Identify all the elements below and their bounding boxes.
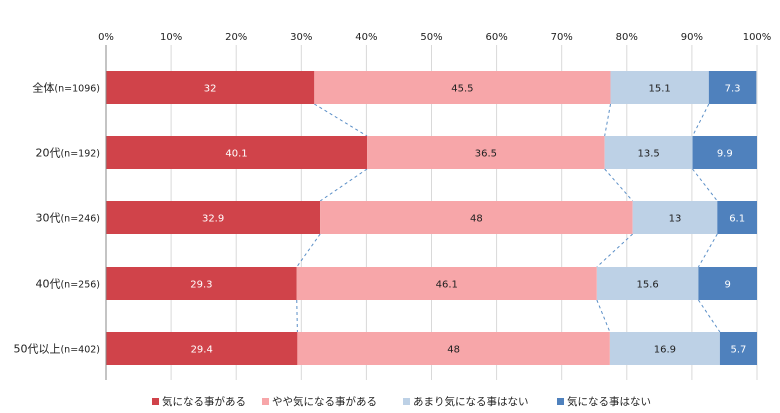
legend-swatch (403, 398, 410, 405)
x-tick-label: 20% (225, 32, 247, 43)
y-tick-label: 50代以上(n=402) (13, 343, 100, 356)
bar-segment (106, 136, 368, 169)
legend-swatch (557, 398, 564, 405)
data-label: 15.6 (636, 280, 658, 291)
bar-segment (314, 71, 611, 104)
bar-segment (632, 201, 718, 234)
connector-line (604, 103, 612, 137)
x-tick-label: 90% (681, 32, 703, 43)
legend-label: 気になる事はない (567, 395, 651, 408)
data-label: 45.5 (451, 84, 473, 95)
x-tick-label: 70% (551, 32, 573, 43)
data-label: 15.1 (649, 84, 671, 95)
x-tick-label: 100% (743, 32, 772, 43)
connector-line (692, 103, 710, 137)
connector-line (697, 233, 718, 268)
data-label: 46.1 (436, 280, 458, 291)
data-label: 36.5 (475, 149, 497, 160)
legend-label: やや気になる事がある (272, 395, 377, 408)
data-label: 13 (669, 214, 682, 225)
connector-line (319, 168, 368, 202)
bar-segment (610, 71, 709, 104)
series-connector-lines (296, 103, 721, 333)
connector-line (296, 233, 321, 268)
bar-segment (367, 136, 605, 169)
data-label: 29.3 (190, 280, 212, 291)
x-tick-label: 0% (98, 32, 114, 43)
data-label: 6.1 (729, 214, 745, 225)
bar-segment (296, 267, 597, 300)
bar-segment (609, 332, 720, 365)
connector-line (314, 103, 368, 137)
y-tick-label: 20代(n=192) (35, 147, 100, 160)
y-tick-label: 30代(n=246) (35, 212, 100, 225)
connector-line (296, 299, 298, 333)
y-tick-label: 全体(n=1096) (32, 81, 100, 95)
bar-segment (320, 201, 633, 234)
data-label: 48 (470, 214, 483, 225)
bar-segment (106, 332, 298, 365)
data-label: 40.1 (225, 149, 247, 160)
legend-swatch (262, 398, 269, 405)
bar-segment (708, 71, 757, 104)
x-tick-label: 50% (420, 32, 442, 43)
connector-line (697, 299, 721, 333)
x-tick-label: 30% (290, 32, 312, 43)
data-label: 13.5 (637, 149, 659, 160)
bar-segment (698, 267, 757, 300)
bar-segment (717, 201, 757, 234)
bar-segment (297, 332, 610, 365)
data-label: 32 (204, 84, 217, 95)
bar-segment (106, 201, 321, 234)
connector-line (604, 168, 634, 202)
data-label: 29.4 (191, 345, 213, 356)
axes: 0% 10% 20% 30% 40% 50% 60% 70% 80% 90% 100% 全体(n=10… (13, 32, 771, 380)
bars: 32 45.5 15.1 7.3 40.1 36.5 13.5 9.9 32.9 48 13 6.1 2… (106, 71, 757, 365)
data-label: 48 (447, 345, 460, 356)
data-label: 9 (725, 280, 731, 291)
y-tick-label: 40代(n=256) (35, 278, 100, 291)
bar-segment (106, 71, 315, 104)
data-label: 32.9 (202, 214, 224, 225)
data-label: 16.9 (654, 345, 676, 356)
legend: 気になる事がある やや気になる事がある あまり気になる事はない 気になる事はない (152, 395, 651, 408)
data-label: 7.3 (725, 84, 741, 95)
legend-label: 気になる事がある (162, 395, 246, 408)
x-tick-label: 10% (160, 32, 182, 43)
bar-segment (692, 136, 757, 169)
bar-segment (719, 332, 757, 365)
data-label: 9.9 (717, 149, 733, 160)
connector-line (692, 168, 718, 202)
x-tick-label: 40% (355, 32, 377, 43)
connector-line (596, 233, 633, 268)
x-tick-label: 80% (616, 32, 638, 43)
legend-label: あまり気になる事はない (413, 395, 529, 408)
bar-segment (604, 136, 693, 169)
bar-segment (106, 267, 297, 300)
connector-line (596, 299, 611, 333)
data-label: 5.7 (730, 345, 746, 356)
bar-segment (596, 267, 699, 300)
x-tick-label: 60% (485, 32, 507, 43)
legend-swatch (152, 398, 159, 405)
